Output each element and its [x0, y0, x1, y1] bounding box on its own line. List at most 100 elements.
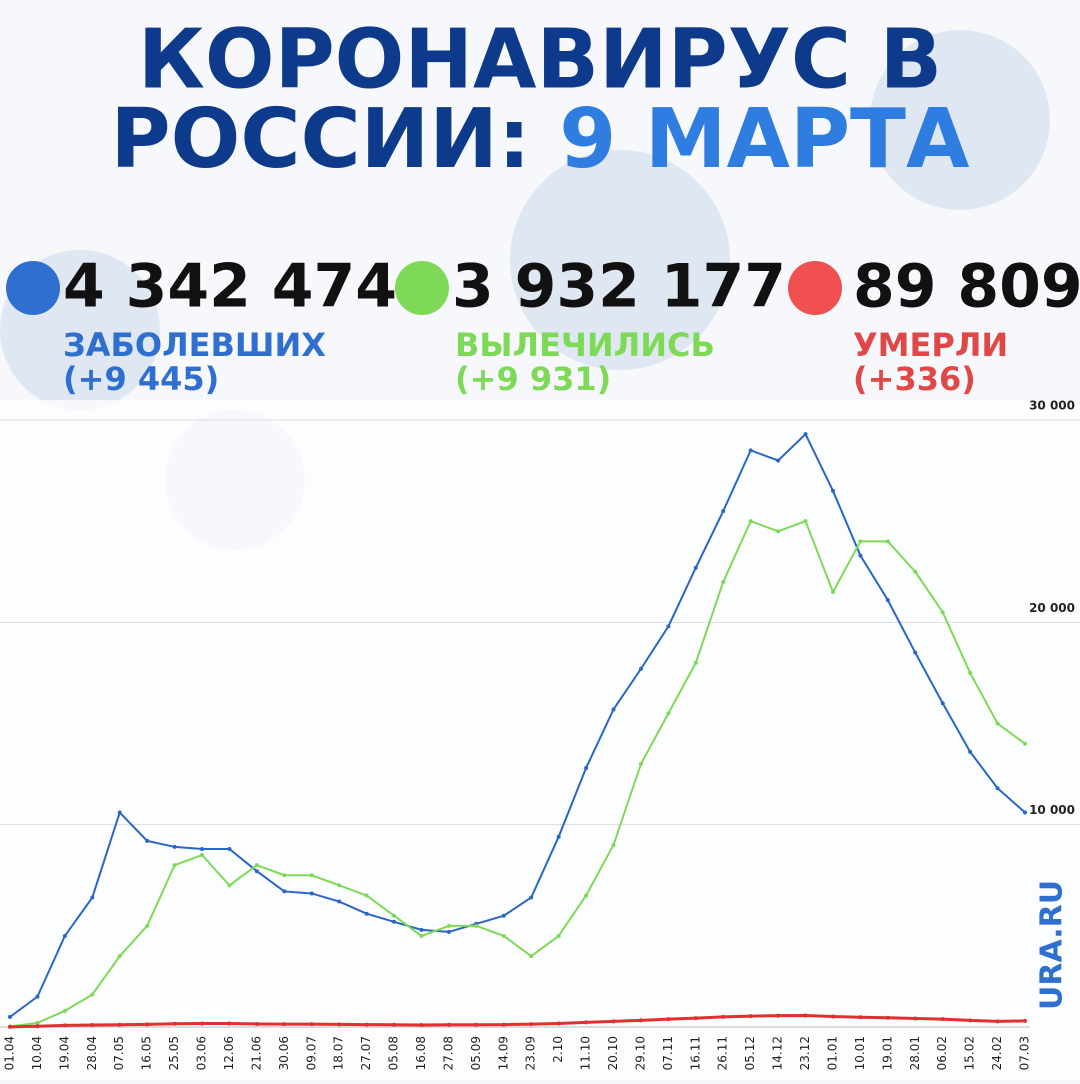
data-point: [227, 846, 232, 851]
stat-number: 4 342 474: [63, 252, 397, 322]
data-point: [913, 1016, 918, 1021]
x-tick-label: 05.09: [469, 1036, 483, 1070]
data-point: [1023, 810, 1027, 815]
data-point: [885, 598, 890, 603]
stat-label: УМЕРЛИ: [853, 326, 1008, 364]
x-tick-label: 01.04: [3, 1036, 17, 1070]
stat-number: 3 932 177: [452, 252, 786, 322]
title: РОССИИ:: [111, 92, 531, 187]
data-point: [501, 1022, 506, 1027]
data-point: [638, 666, 643, 671]
x-tick-label: 03.06: [195, 1036, 209, 1070]
data-point: [337, 883, 342, 888]
data-point: [200, 853, 205, 858]
x-tick-label: 30.06: [277, 1036, 291, 1070]
data-point: [858, 553, 863, 558]
data-point: [584, 893, 589, 898]
title: РОССИИ: 9 МАРТА: [111, 92, 970, 187]
x-tick-label: 01.01: [825, 1036, 839, 1070]
y-tick-label: 20 000: [1029, 601, 1075, 615]
data-point: [200, 1021, 205, 1026]
icon-recovered: [395, 261, 449, 315]
data-point: [282, 1022, 287, 1027]
data-point: [968, 1018, 973, 1023]
x-tick-label: 24.02: [990, 1036, 1004, 1070]
stat-delta: (+9 931): [455, 360, 611, 398]
x-tick-label: 12.06: [222, 1036, 236, 1070]
data-point: [200, 846, 205, 851]
data-point: [721, 1014, 726, 1019]
x-tick-label: 23.09: [524, 1036, 538, 1070]
data-point: [90, 1022, 95, 1027]
data-point: [529, 954, 534, 959]
data-point: [693, 660, 698, 665]
data-point: [968, 670, 973, 675]
data-point: [830, 1014, 835, 1019]
data-point: [62, 1008, 67, 1013]
y-tick-label: 30 000: [1029, 399, 1075, 413]
data-point: [748, 519, 753, 524]
data-point: [529, 895, 534, 900]
data-point: [776, 1013, 781, 1018]
data-point: [227, 883, 232, 888]
data-point: [913, 569, 918, 574]
series-line: [9, 432, 1026, 1018]
data-point: [584, 766, 589, 771]
x-tick-label: 05.08: [387, 1036, 401, 1070]
data-point: [364, 1022, 369, 1027]
data-point: [446, 929, 451, 934]
x-tick-label: 11.10: [579, 1036, 593, 1070]
data-point: [145, 923, 150, 928]
x-tick-label: 28.04: [85, 1036, 99, 1070]
x-tick-label: 07.03: [1018, 1036, 1032, 1070]
icon-cases: [6, 261, 60, 315]
data-point: [8, 1014, 12, 1019]
title: КОРОНАВИРУС В: [138, 12, 942, 107]
x-tick-label: 16.05: [140, 1036, 154, 1070]
data-point: [282, 889, 287, 894]
data-point: [995, 721, 1000, 726]
data-point: [254, 869, 259, 874]
x-tick-label: 06.02: [935, 1036, 949, 1070]
data-point: [556, 1021, 561, 1026]
data-point: [117, 810, 122, 815]
data-point: [858, 1015, 863, 1020]
data-point: [666, 624, 671, 629]
series-line: [9, 519, 1026, 1028]
data-point: [776, 529, 781, 534]
data-point: [830, 589, 835, 594]
data-point: [803, 432, 808, 437]
x-tick-label: 21.06: [249, 1036, 263, 1070]
data-point: [337, 1022, 342, 1027]
stat-label: ВЫЛЕЧИЛИСЬ: [455, 326, 715, 364]
data-point: [693, 565, 698, 570]
chart-backdrop: [0, 400, 1080, 1080]
data-point: [364, 893, 369, 898]
data-point: [611, 1019, 616, 1024]
x-tick-label: 15.02: [963, 1036, 977, 1070]
data-point: [309, 1022, 314, 1027]
data-point: [419, 1022, 424, 1027]
data-point: [885, 1015, 890, 1020]
stat-delta: (+336): [853, 360, 976, 398]
data-point: [501, 933, 506, 938]
data-point: [721, 509, 726, 514]
logo: URA.RU: [1035, 880, 1070, 1010]
data-point: [62, 1023, 67, 1028]
data-point: [35, 1020, 40, 1025]
data-point: [309, 891, 314, 896]
x-tick-label: 19.01: [880, 1036, 894, 1070]
data-point: [885, 539, 890, 544]
data-point: [940, 610, 945, 615]
data-point: [830, 488, 835, 493]
data-point: [748, 448, 753, 453]
x-tick-label: 10.04: [30, 1036, 44, 1070]
series-line: [9, 1013, 1026, 1029]
data-point: [638, 1018, 643, 1023]
data-point: [776, 458, 781, 463]
data-point: [35, 994, 40, 999]
data-point: [337, 899, 342, 904]
data-point: [913, 650, 918, 655]
